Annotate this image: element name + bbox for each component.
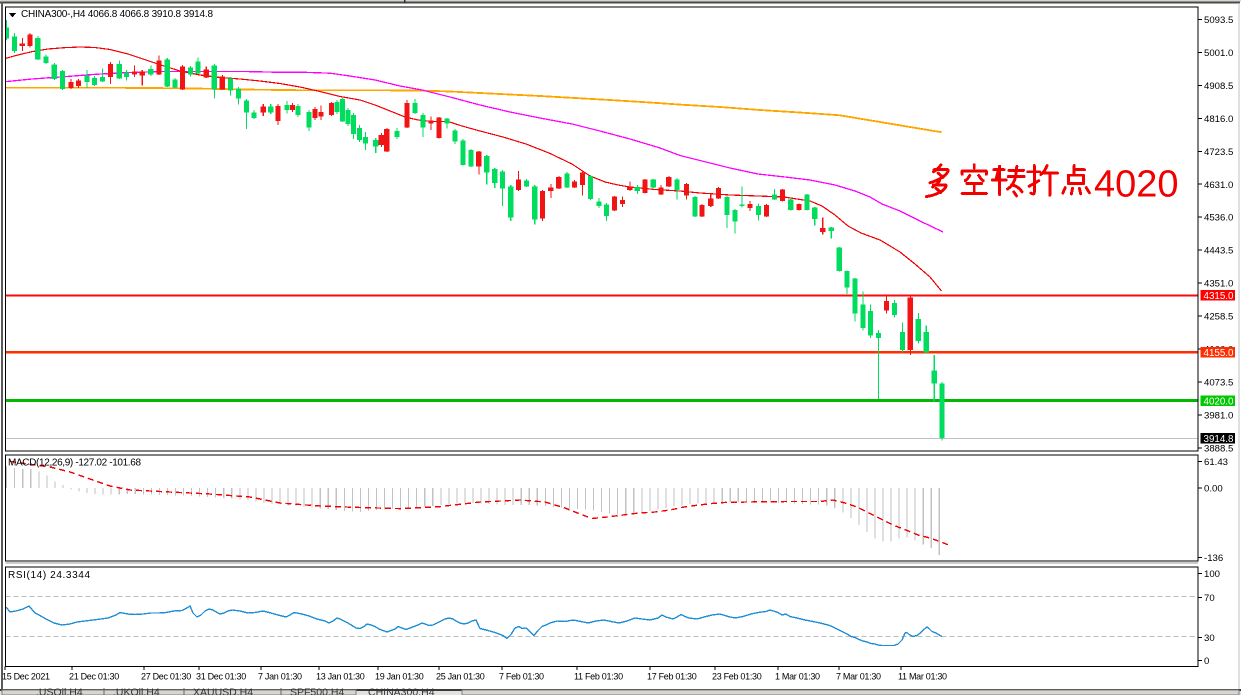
svg-text:4723.5: 4723.5 bbox=[1204, 147, 1233, 158]
svg-text:XAUUSD,H4: XAUUSD,H4 bbox=[193, 687, 253, 695]
svg-text:23 Feb 01:30: 23 Feb 01:30 bbox=[712, 672, 762, 682]
svg-text:11 Feb 01:30: 11 Feb 01:30 bbox=[574, 672, 623, 682]
svg-text:70: 70 bbox=[1204, 593, 1215, 604]
svg-text:7 Jan 01:30: 7 Jan 01:30 bbox=[258, 672, 302, 682]
svg-text:4816.0: 4816.0 bbox=[1204, 114, 1233, 125]
svg-text:4631.0: 4631.0 bbox=[1204, 180, 1233, 191]
svg-text:11 Mar 01:30: 11 Mar 01:30 bbox=[898, 672, 947, 682]
svg-text:27 Dec 01:30: 27 Dec 01:30 bbox=[141, 672, 191, 682]
svg-text:13 Jan 01:30: 13 Jan 01:30 bbox=[316, 672, 365, 682]
svg-text:0: 0 bbox=[1204, 656, 1209, 667]
svg-text:31 Dec 01:30: 31 Dec 01:30 bbox=[196, 672, 246, 682]
svg-text:4908.5: 4908.5 bbox=[1204, 81, 1233, 92]
svg-text:MACD(12,26,9) -127.02 -101.68: MACD(12,26,9) -127.02 -101.68 bbox=[8, 458, 141, 469]
svg-text:3888.5: 3888.5 bbox=[1204, 443, 1233, 454]
svg-text:4073.5: 4073.5 bbox=[1204, 378, 1233, 389]
svg-text:.USOil,H4: .USOil,H4 bbox=[36, 687, 83, 695]
svg-text:3914.8: 3914.8 bbox=[1204, 434, 1235, 445]
svg-text:0.00: 0.00 bbox=[1204, 484, 1223, 495]
svg-text:17 Feb 01:30: 17 Feb 01:30 bbox=[647, 672, 697, 682]
svg-text:CHINA300,H4: CHINA300,H4 bbox=[368, 687, 435, 695]
svg-text:SPF500,H4: SPF500,H4 bbox=[290, 687, 344, 695]
svg-text:5001.0: 5001.0 bbox=[1204, 48, 1233, 59]
svg-text:RSI(14) 24.3344: RSI(14) 24.3344 bbox=[8, 570, 90, 581]
svg-text:.UKOil,H4: .UKOil,H4 bbox=[113, 687, 160, 695]
svg-text:CHINA300-,H4 4066.8 4066.8 39: CHINA300-,H4 4066.8 4066.8 3910.8 3914.8 bbox=[21, 9, 213, 20]
svg-text:3981.0: 3981.0 bbox=[1204, 410, 1233, 421]
svg-text:100: 100 bbox=[1204, 569, 1220, 580]
svg-text:1 Mar 01:30: 1 Mar 01:30 bbox=[775, 672, 820, 682]
svg-text:7 Mar 01:30: 7 Mar 01:30 bbox=[836, 672, 881, 682]
svg-text:61.43: 61.43 bbox=[1204, 457, 1228, 468]
svg-text:19 Jan 01:30: 19 Jan 01:30 bbox=[375, 672, 424, 682]
svg-text:4536.0: 4536.0 bbox=[1204, 213, 1233, 224]
svg-text:25 Jan 01:30: 25 Jan 01:30 bbox=[436, 672, 485, 682]
svg-text:4020.0: 4020.0 bbox=[1204, 396, 1235, 407]
svg-text:30: 30 bbox=[1204, 633, 1215, 644]
svg-text:4443.5: 4443.5 bbox=[1204, 246, 1233, 257]
svg-text:21 Dec 01:30: 21 Dec 01:30 bbox=[69, 672, 119, 682]
svg-text:5093.5: 5093.5 bbox=[1204, 15, 1233, 26]
svg-text:7 Feb 01:30: 7 Feb 01:30 bbox=[499, 672, 544, 682]
svg-text:4351.0: 4351.0 bbox=[1204, 279, 1233, 290]
svg-text:4155.0: 4155.0 bbox=[1204, 348, 1235, 359]
svg-text:4020: 4020 bbox=[1094, 164, 1179, 206]
svg-text:4258.5: 4258.5 bbox=[1204, 312, 1233, 323]
svg-text:4315.0: 4315.0 bbox=[1204, 291, 1235, 302]
svg-text:-136: -136 bbox=[1204, 553, 1223, 564]
svg-text:15 Dec 2021: 15 Dec 2021 bbox=[2, 672, 50, 682]
